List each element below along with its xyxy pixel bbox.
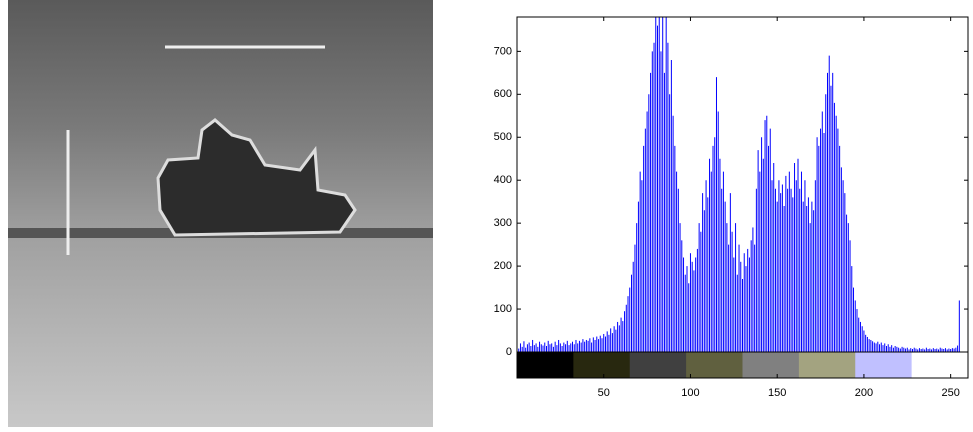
x-tick-label: 200 bbox=[855, 387, 873, 399]
y-tick-label: 300 bbox=[494, 217, 512, 229]
x-tick-label: 50 bbox=[598, 387, 610, 399]
y-tick-label: 100 bbox=[494, 303, 512, 315]
stems bbox=[517, 17, 960, 352]
colorbar-segment bbox=[629, 352, 687, 378]
y-tick-label: 200 bbox=[494, 260, 512, 272]
x-tick-label: 100 bbox=[681, 387, 699, 399]
colorbar-segment bbox=[573, 352, 631, 378]
x-tick-label: 150 bbox=[768, 387, 786, 399]
ship bbox=[156, 118, 357, 237]
colorbar-segment bbox=[798, 352, 856, 378]
colorbar-segment bbox=[686, 352, 743, 378]
photo bbox=[8, 0, 433, 427]
x-tick-label: 250 bbox=[941, 387, 959, 399]
y-tick-label: 700 bbox=[494, 45, 512, 57]
colorbar-frame bbox=[516, 351, 969, 379]
colorbar-segment bbox=[911, 352, 969, 378]
histogram: 0 100 200 300 400 500 600 700 50 100 150 200 250 bbox=[494, 16, 969, 399]
y-tick-label: 0 bbox=[506, 346, 512, 358]
y-tick-label: 500 bbox=[494, 131, 512, 143]
colorbar-segment bbox=[855, 352, 913, 378]
y-tick-label: 400 bbox=[494, 174, 512, 186]
colorbar-segment bbox=[742, 352, 800, 378]
y-tick-label: 600 bbox=[494, 88, 512, 100]
colorbar-segment bbox=[517, 352, 574, 378]
